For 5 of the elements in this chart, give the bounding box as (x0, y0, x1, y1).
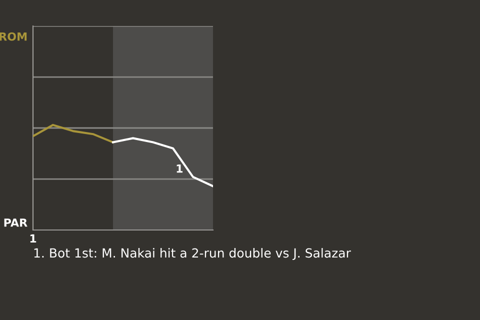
annotation: 1 (176, 164, 183, 173)
text: PAR (4, 218, 28, 227)
text: ROM (0, 32, 27, 41)
text: 1 (30, 234, 36, 243)
text: 1. Bot 1st: M. Nakai hit a 2-run double vs J. Salazar (34, 248, 351, 260)
